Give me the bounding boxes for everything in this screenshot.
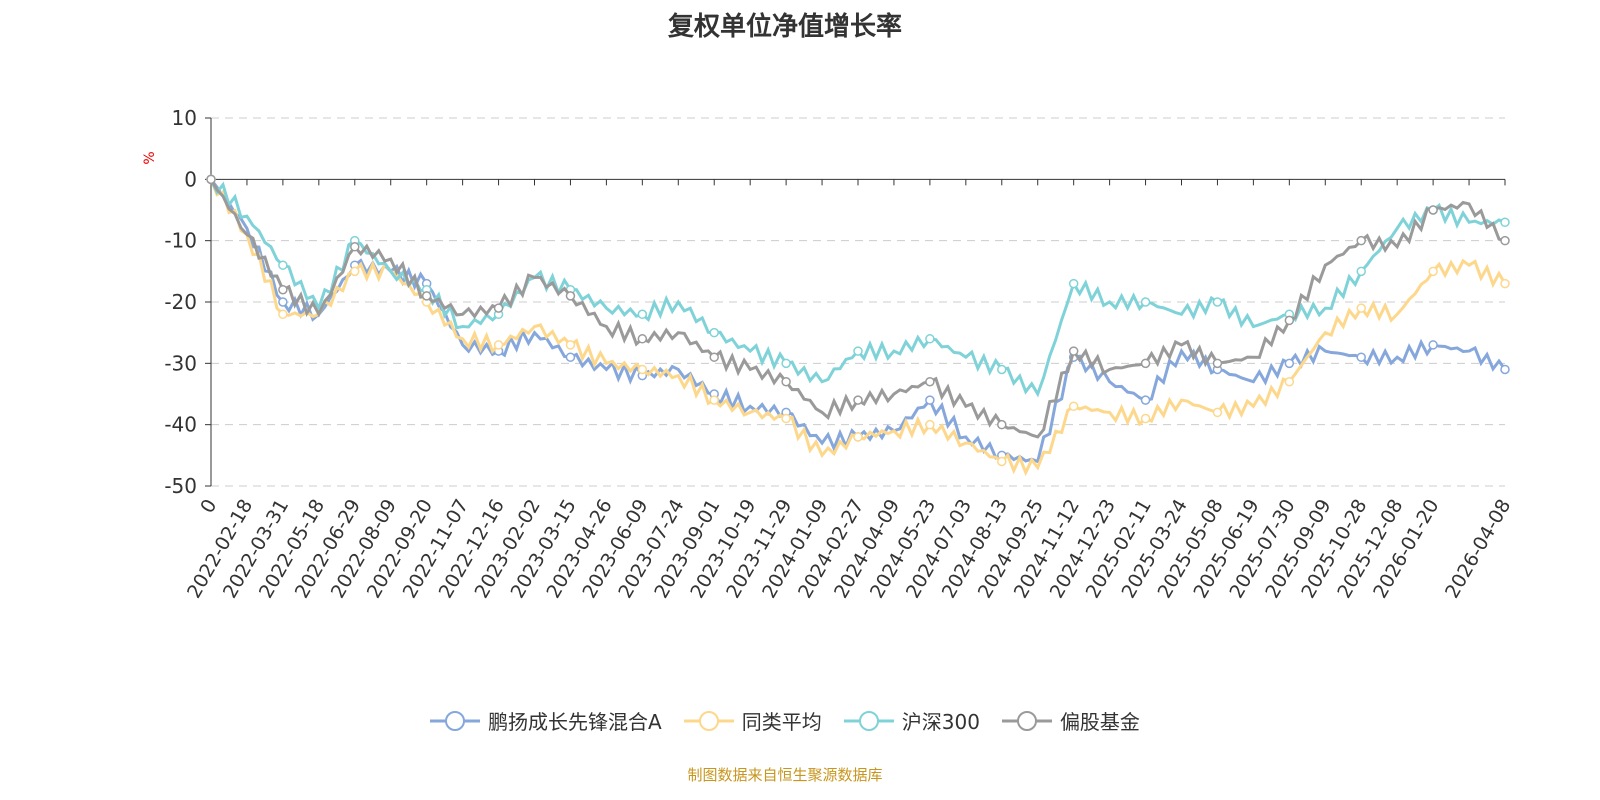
data-point [637, 334, 648, 344]
data-point [781, 376, 791, 387]
data-point [206, 174, 216, 185]
data-point [781, 413, 791, 424]
data-point [565, 352, 576, 362]
legend-item[interactable]: 偏股基金 [1001, 706, 1140, 735]
data-point [493, 340, 504, 350]
data-point [925, 395, 935, 405]
legend-item[interactable]: 鹏扬成长先锋混合A [430, 706, 662, 735]
y-tick-label: -10 [164, 229, 197, 253]
y-tick-label: -30 [164, 351, 197, 375]
legend-item[interactable]: 同类平均 [683, 706, 822, 735]
data-point [278, 284, 288, 295]
data-point [997, 419, 1007, 430]
data-point [709, 395, 719, 405]
legend-marker-icon [843, 710, 894, 731]
data-point [1500, 364, 1510, 375]
legend-marker-icon [1001, 710, 1052, 731]
y-tick-label: -40 [164, 413, 197, 437]
data-point [1284, 358, 1295, 369]
data-point [1212, 297, 1223, 307]
data-point [350, 242, 360, 252]
data-point [278, 260, 288, 270]
series-line [209, 178, 1507, 477]
data-point [637, 309, 648, 320]
data-point [925, 334, 935, 344]
legend-label: 偏股基金 [1059, 710, 1140, 734]
x-tick-label: 0 [196, 496, 221, 517]
data-point [1212, 407, 1223, 418]
data-point [1284, 315, 1295, 326]
chart-title: 复权单位净值增长率 [667, 12, 902, 42]
data-point [1212, 358, 1223, 369]
data-point [1140, 413, 1151, 424]
data-point [1356, 303, 1366, 313]
data-point [1356, 266, 1366, 277]
data-point [1140, 358, 1151, 369]
y-tick-label: -20 [164, 290, 197, 314]
data-point [493, 303, 504, 313]
data-point [1068, 278, 1079, 289]
data-point [1356, 235, 1366, 246]
data-point [278, 297, 288, 307]
data-point [1500, 278, 1510, 289]
data-point [1500, 235, 1510, 246]
legend-item[interactable]: 沪深300 [843, 706, 980, 735]
data-point [1428, 340, 1438, 350]
data-point [1428, 266, 1438, 277]
x-tick-label: 2026-04-08 [1441, 496, 1515, 603]
data-point [350, 266, 360, 277]
y-tick-label: 10 [172, 106, 197, 130]
legend-label: 鹏扬成长先锋混合A [488, 710, 662, 734]
data-point [1428, 205, 1438, 215]
data-point [853, 432, 863, 442]
y-tick-label: 0 [184, 167, 197, 191]
y-tick-label: -50 [164, 474, 197, 498]
series-line [209, 178, 1507, 464]
legend-marker-icon [683, 710, 734, 731]
data-point [565, 291, 576, 301]
legend-marker-icon [430, 710, 481, 731]
data-point [1068, 401, 1079, 412]
data-point [1140, 395, 1151, 405]
legend-label: 沪深300 [901, 710, 980, 734]
data-point [925, 419, 935, 430]
data-point [278, 309, 288, 320]
data-point [709, 352, 719, 362]
data-point [1500, 217, 1510, 228]
y-axis-label: % [142, 151, 158, 164]
data-point [1140, 297, 1151, 307]
legend-label: 同类平均 [741, 710, 822, 734]
data-point [997, 456, 1007, 467]
data-point [565, 340, 576, 350]
data-point [781, 358, 791, 369]
data-point [1356, 352, 1366, 362]
data-point [709, 327, 719, 338]
source-note: 制图数据来自恒生聚源数据库 [687, 766, 883, 784]
data-point [637, 364, 648, 375]
legend: 鹏扬成长先锋混合A 同类平均 沪深300 偏股基金 [0, 706, 1570, 735]
data-point [1284, 376, 1295, 387]
data-point [1068, 346, 1079, 356]
data-point [421, 291, 432, 301]
data-point [853, 395, 863, 405]
data-point [925, 376, 935, 387]
data-point [853, 346, 863, 356]
data-point [997, 364, 1007, 375]
